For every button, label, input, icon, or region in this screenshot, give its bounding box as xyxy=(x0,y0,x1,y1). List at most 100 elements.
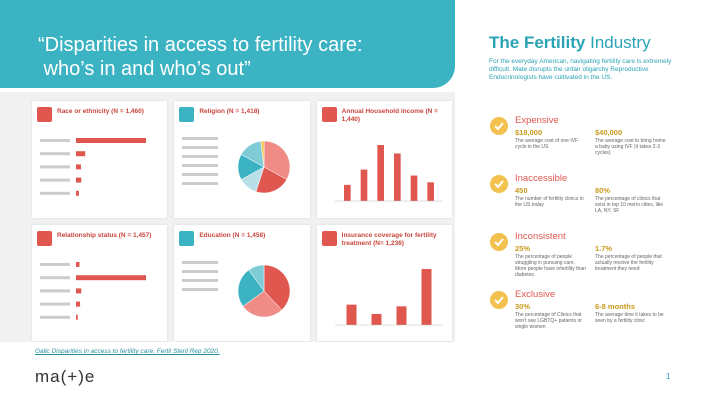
label-placeholder xyxy=(40,178,70,182)
logo: ma(+)e xyxy=(35,367,96,386)
label-placeholder xyxy=(40,288,70,292)
legend-placeholder xyxy=(182,173,219,176)
label-placeholder xyxy=(40,139,70,142)
bar xyxy=(76,164,81,170)
mini-chart xyxy=(334,145,443,202)
legend-placeholder xyxy=(182,287,219,291)
stat-value: $18,000 xyxy=(515,128,543,137)
pie-slice xyxy=(248,264,265,292)
check xyxy=(494,238,504,247)
bar xyxy=(343,184,351,201)
bar xyxy=(76,287,82,293)
card: Relationship status (N = 1,457) xyxy=(32,224,168,341)
legend-placeholder xyxy=(182,278,219,282)
label-placeholder xyxy=(40,191,70,195)
bar xyxy=(421,268,432,325)
card-title: Education (N = 1,458) xyxy=(199,231,266,239)
stat-value: 80% xyxy=(595,186,611,195)
legend-placeholder xyxy=(182,269,219,273)
stat-value: 450 xyxy=(515,186,528,195)
citation[interactable]: Galic Disparities in access to fertility… xyxy=(35,348,220,355)
item-heading: Expensive xyxy=(515,115,559,126)
pie-slice xyxy=(255,166,288,194)
card-icon xyxy=(37,230,52,246)
bar xyxy=(371,313,382,325)
legend-placeholder xyxy=(182,155,219,158)
legend-placeholder xyxy=(182,260,219,264)
mini-chart xyxy=(334,268,443,325)
stat-text: The average time it takes to be seen by … xyxy=(595,312,664,324)
stat-text: The percentage of people that actually r… xyxy=(595,254,662,272)
bar xyxy=(76,138,146,143)
stat-text: The percentage of Clinics that won't see… xyxy=(515,312,582,330)
title-light: Industry xyxy=(590,33,651,52)
bar xyxy=(346,304,357,325)
label-placeholder xyxy=(40,262,70,266)
stat-text: The number of fertility clinics in the U… xyxy=(515,196,584,208)
bar xyxy=(410,175,417,201)
pie-slice xyxy=(242,290,283,317)
bar xyxy=(76,301,81,307)
mini-chart xyxy=(40,261,146,320)
card: Race or ethnicity (N = 1,460) xyxy=(32,101,168,218)
item-heading: Inconsistent xyxy=(515,231,566,242)
stat-value: $40,000 xyxy=(595,128,623,137)
card-grid: Race or ethnicity (N = 1,460) Religion (N… xyxy=(32,101,452,341)
bar xyxy=(76,261,80,267)
intro: For the everyday American, navigating fe… xyxy=(489,58,672,81)
check-icon xyxy=(490,233,508,251)
card-title: Annual Household income (N = 1,440) xyxy=(341,108,438,123)
card-title: Insurance coverage for fertility treatme… xyxy=(341,231,437,247)
item-heading: Exclusive xyxy=(515,289,556,300)
sidebar-title: The Fertility Industry xyxy=(489,33,651,53)
pie-slice xyxy=(264,264,291,310)
banner xyxy=(0,0,455,88)
pie-slice xyxy=(264,140,291,180)
bar xyxy=(76,190,79,196)
check-icon xyxy=(490,291,508,309)
bar xyxy=(76,177,82,183)
stat-value: 25% xyxy=(515,244,531,253)
pie-slice xyxy=(238,269,265,307)
bar xyxy=(396,305,407,325)
label-placeholder xyxy=(40,275,70,279)
mini-chart xyxy=(182,260,291,317)
card: Religion (N = 1,418) xyxy=(174,101,310,218)
bar xyxy=(76,314,78,320)
card-icon xyxy=(321,230,337,246)
bar xyxy=(76,274,146,280)
check xyxy=(494,180,504,189)
title-bold: The Fertility xyxy=(489,33,586,52)
legend-placeholder xyxy=(182,137,219,140)
stat-text: The percentage of people struggling in p… xyxy=(515,254,586,278)
card-icon xyxy=(37,107,52,122)
check xyxy=(494,122,504,131)
bar xyxy=(360,169,367,201)
mini-chart xyxy=(40,138,146,196)
label-placeholder xyxy=(40,165,70,169)
mini-chart xyxy=(182,137,291,194)
stat-value: 1.7% xyxy=(595,244,613,253)
check xyxy=(494,296,504,305)
legend-placeholder xyxy=(182,146,219,149)
bar xyxy=(76,151,86,157)
card: Annual Household income (N = 1,440) xyxy=(316,101,452,218)
stat-text: The average cost to bring home a baby us… xyxy=(595,138,666,156)
label-placeholder xyxy=(40,152,70,156)
card-title: Relationship status (N = 1,457) xyxy=(57,231,152,239)
card-icon xyxy=(321,107,337,122)
stat-value: 6-8 months xyxy=(595,302,636,311)
pie-slice xyxy=(260,140,265,168)
title: who’s in and who’s out” xyxy=(38,58,251,80)
title: “Disparities in access to fertility care… xyxy=(38,34,363,56)
card-title: Religion (N = 1,418) xyxy=(199,108,260,115)
card: Insurance coverage for fertility treatme… xyxy=(316,224,452,341)
stat-text: The percentage of clinics that exist in … xyxy=(595,196,664,214)
card-icon xyxy=(179,230,195,246)
item-heading: Inaccessible xyxy=(515,173,568,184)
card: Education (N = 1,458) xyxy=(174,224,310,341)
bar xyxy=(393,153,401,201)
bar xyxy=(426,182,434,201)
card-title: Race or ethnicity (N = 1,460) xyxy=(57,108,144,115)
